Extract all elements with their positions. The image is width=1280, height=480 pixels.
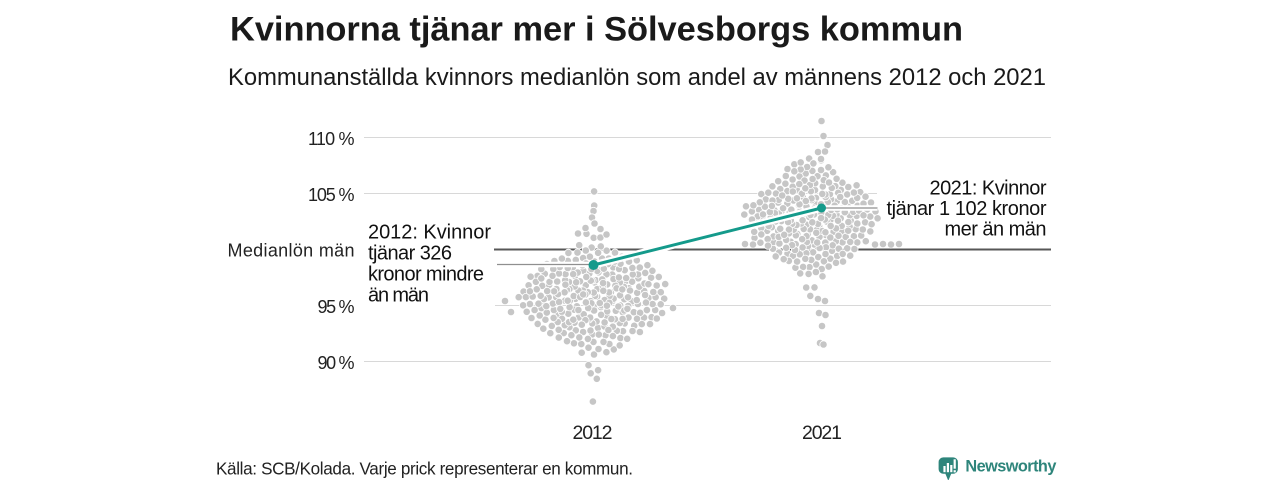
svg-text:kronor mindre: kronor mindre xyxy=(368,264,484,286)
svg-text:2012: 2012 xyxy=(573,422,613,444)
svg-text:2012: Kvinnor: 2012: Kvinnor xyxy=(368,222,491,244)
svg-text:Newsworthy: Newsworthy xyxy=(965,458,1056,476)
svg-text:105 %: 105 % xyxy=(308,185,355,205)
svg-text:än män: än män xyxy=(368,285,429,307)
svg-text:tjänar 326: tjänar 326 xyxy=(368,243,452,265)
svg-text:Källa: SCB/Kolada. Varje prick: Källa: SCB/Kolada. Varje prick represent… xyxy=(216,459,633,478)
svg-text:Kvinnorna tjänar mer i Sölvesb: Kvinnorna tjänar mer i Sölvesborgs kommu… xyxy=(230,11,963,49)
svg-text:2021: 2021 xyxy=(802,422,842,444)
svg-text:mer än män: mer än män xyxy=(945,219,1047,241)
svg-text:95 %: 95 % xyxy=(318,297,355,317)
svg-text:Kommunanställda kvinnors media: Kommunanställda kvinnors medianlön som a… xyxy=(228,64,1046,91)
svg-text:90 %: 90 % xyxy=(318,353,355,373)
svg-text:Medianlön män: Medianlön män xyxy=(228,241,355,261)
svg-text:tjänar 1 102 kronor: tjänar 1 102 kronor xyxy=(887,198,1047,220)
svg-text:110 %: 110 % xyxy=(308,129,355,149)
svg-text:2021: Kvinnor: 2021: Kvinnor xyxy=(930,178,1047,200)
